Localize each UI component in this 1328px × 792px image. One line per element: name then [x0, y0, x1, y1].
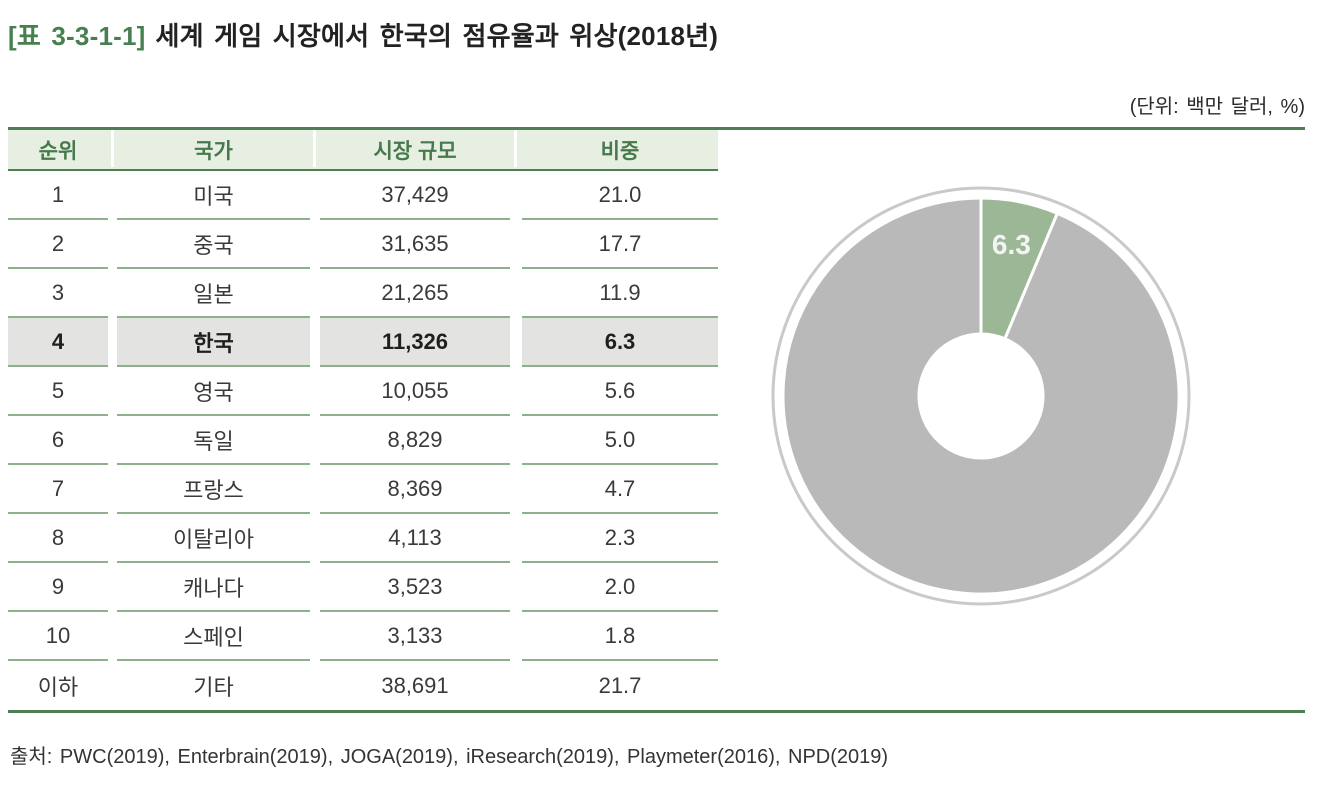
column-header-share: 비중: [600, 139, 640, 163]
cell-country: 스페인: [117, 612, 310, 661]
donut-slice-label: 6.3: [992, 229, 1031, 260]
cell-country: 중국: [117, 220, 310, 269]
cell-rank: 5: [8, 367, 108, 416]
cell-share: 11.9: [522, 269, 718, 318]
cell-country: 한국: [117, 318, 310, 367]
cell-share: 4.7: [522, 465, 718, 514]
table-body: 1 미국 37,429 21.0 2 중국 31,635 17.7 3 일본 21,265 11.9 4…: [8, 171, 718, 710]
table-row: 10 스페인 3,133 1.8: [8, 612, 718, 661]
cell-share: 21.0: [522, 171, 718, 220]
cell-market_size: 31,635: [320, 220, 510, 269]
cell-country: 이탈리아: [117, 514, 310, 563]
ranking-table: 순위 국가 시장 규모 비중 1 미국 37,429 21.0 2 중국 31,635 17.…: [8, 130, 718, 710]
cell-market_size: 3,133: [320, 612, 510, 661]
table-title: [표 3-3-1-1] 세계 게임 시장에서 한국의 점유율과 위상(2018년): [8, 16, 718, 53]
cell-rank: 8: [8, 514, 108, 563]
cell-market_size: 21,265: [320, 269, 510, 318]
table-row: 6 독일 8,829 5.0: [8, 416, 718, 465]
cell-country: 영국: [117, 367, 310, 416]
cell-rank: 3: [8, 269, 108, 318]
table-row: 2 중국 31,635 17.7: [8, 220, 718, 269]
table-row: 이하 기타 38,691 21.7: [8, 661, 718, 710]
table-row: 3 일본 21,265 11.9: [8, 269, 718, 318]
cell-rank: 1: [8, 171, 108, 220]
header-divider: [111, 130, 114, 167]
unit-note: (단위: 백만 달러, %): [1129, 96, 1305, 118]
cell-share: 6.3: [522, 318, 718, 367]
donut-outer-ring: [771, 186, 1191, 606]
column-header-rank: 순위: [38, 139, 78, 163]
cell-rank: 6: [8, 416, 108, 465]
column-header-country: 국가: [194, 139, 233, 163]
cell-market_size: 37,429: [320, 171, 510, 220]
table-row: 5 영국 10,055 5.6: [8, 367, 718, 416]
cell-country: 미국: [117, 171, 310, 220]
header-divider: [514, 130, 517, 167]
cell-share: 5.6: [522, 367, 718, 416]
cell-market_size: 8,369: [320, 465, 510, 514]
cell-country: 캐나다: [117, 563, 310, 612]
cell-share: 2.3: [522, 514, 718, 563]
table-top-rule: [8, 127, 1305, 130]
donut-chart: 6.3: [761, 176, 1201, 616]
header-divider: [313, 130, 316, 167]
cell-rank: 9: [8, 563, 108, 612]
cell-rank: 이하: [37, 674, 79, 700]
table-number-tag: [표 3-3-1-1]: [8, 21, 146, 51]
cell-share: 2.0: [522, 563, 718, 612]
cell-share: 21.7: [598, 672, 642, 698]
table-row: 8 이탈리아 4,113 2.3: [8, 514, 718, 563]
cell-share: 5.0: [522, 416, 718, 465]
donut-slice-rest: [781, 196, 1181, 596]
cell-market_size: 3,523: [320, 563, 510, 612]
table-row: 9 캐나다 3,523 2.0: [8, 563, 718, 612]
cell-country: 프랑스: [117, 465, 310, 514]
cell-rank: 10: [8, 612, 108, 661]
table-header-row: 순위 국가 시장 규모 비중: [8, 130, 718, 171]
cell-market_size: 11,326: [320, 318, 510, 367]
cell-rank: 2: [8, 220, 108, 269]
cell-share: 1.8: [522, 612, 718, 661]
table-title-text: 세계 게임 시장에서 한국의 점유율과 위상(2018년): [155, 21, 719, 51]
cell-market_size: 38,691: [381, 672, 449, 698]
cell-market_size: 10,055: [320, 367, 510, 416]
cell-share: 17.7: [522, 220, 718, 269]
table-row: 7 프랑스 8,369 4.7: [8, 465, 718, 514]
cell-country: 일본: [117, 269, 310, 318]
cell-country: 독일: [117, 416, 310, 465]
table-row: 1 미국 37,429 21.0: [8, 171, 718, 220]
table-bottom-rule: [8, 710, 1305, 713]
cell-market_size: 8,829: [320, 416, 510, 465]
cell-market_size: 4,113: [320, 514, 510, 563]
source-note: 출처: PWC(2019), Enterbrain(2019), JOGA(20…: [10, 746, 889, 768]
cell-rank: 7: [8, 465, 108, 514]
cell-country: 기타: [193, 674, 234, 700]
cell-rank: 4: [8, 318, 108, 367]
column-header-size: 시장 규모: [373, 139, 457, 163]
table-row-highlighted: 4 한국 11,326 6.3: [8, 318, 718, 367]
